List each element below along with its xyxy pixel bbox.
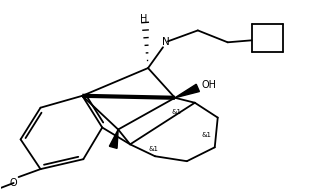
- Text: &1: &1: [172, 109, 182, 115]
- Text: OH: OH: [202, 80, 217, 90]
- Text: &1: &1: [148, 146, 158, 152]
- Text: N: N: [162, 37, 170, 47]
- Polygon shape: [109, 129, 118, 148]
- Polygon shape: [175, 84, 199, 98]
- Text: &1: &1: [202, 132, 212, 139]
- Text: H: H: [140, 13, 148, 24]
- Text: O: O: [10, 178, 18, 188]
